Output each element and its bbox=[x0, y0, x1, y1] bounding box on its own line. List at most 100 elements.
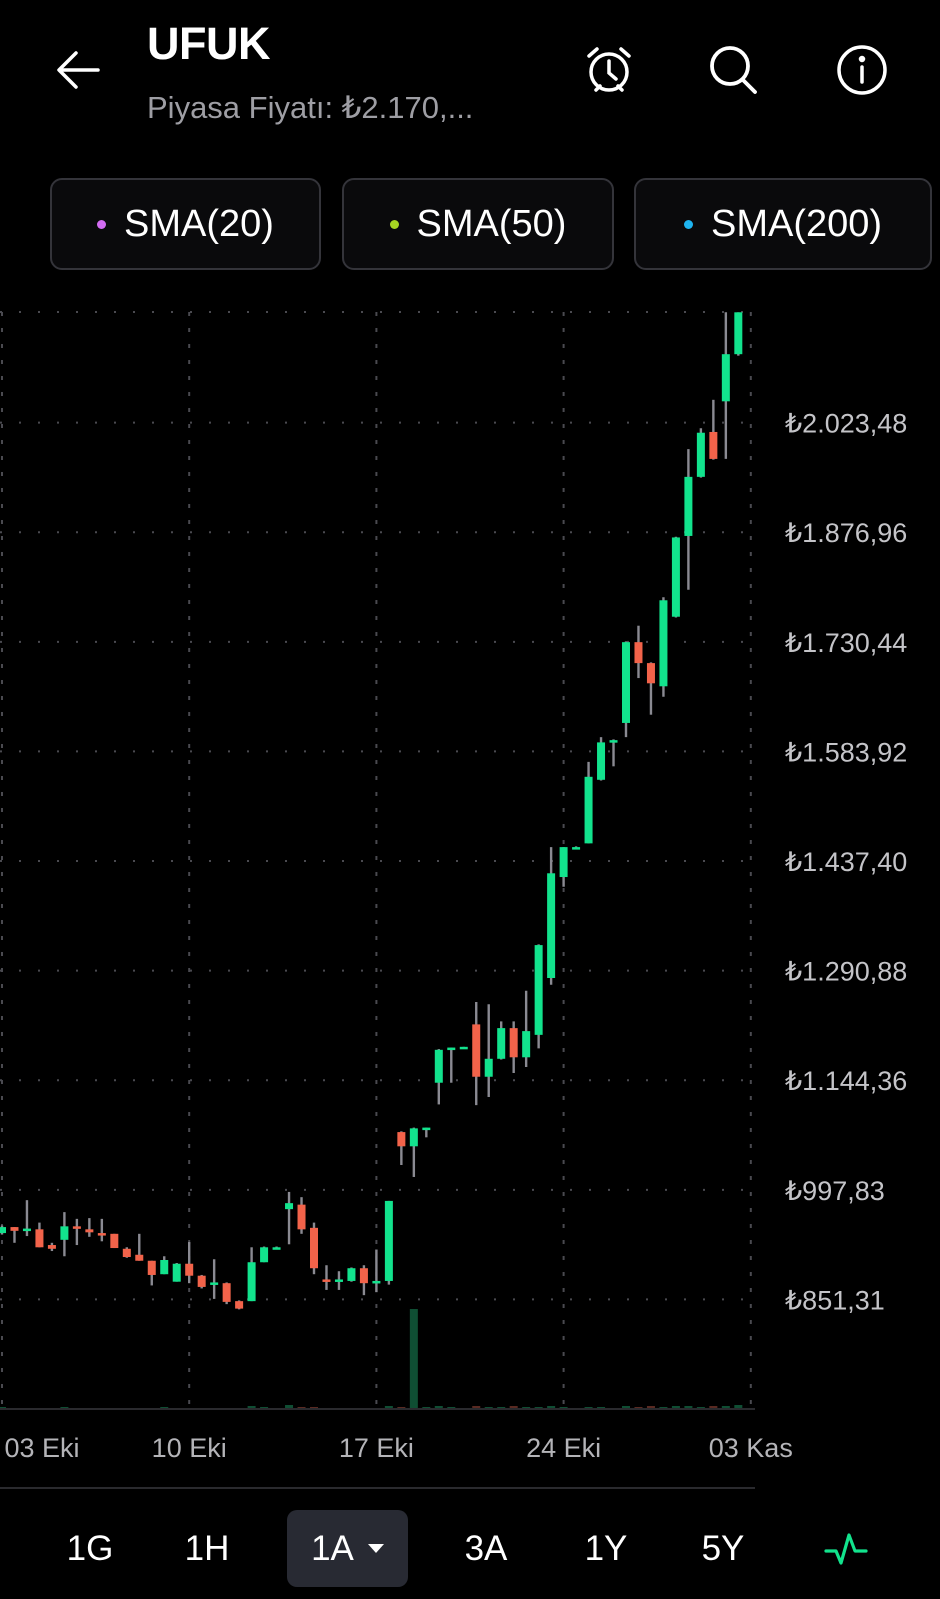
candle-body bbox=[260, 1247, 269, 1263]
candle-body bbox=[547, 873, 556, 979]
candle-up bbox=[447, 1047, 456, 1083]
candle-body bbox=[696, 432, 705, 477]
candle-down bbox=[85, 1218, 94, 1237]
timeframe-3a[interactable]: 3A bbox=[451, 1510, 521, 1587]
candle-body bbox=[534, 945, 543, 1035]
price-tick-label: ₺851,31 bbox=[785, 1285, 885, 1315]
candle-up bbox=[522, 990, 531, 1068]
candle-down bbox=[310, 1222, 318, 1275]
market-price-subtitle: Piyasa Fiyatı: ₺2.170,... bbox=[147, 90, 474, 125]
volume-bar bbox=[684, 1406, 693, 1409]
candle-up bbox=[347, 1267, 356, 1282]
candle-body bbox=[559, 847, 568, 878]
volume-bar bbox=[247, 1406, 256, 1409]
sma-200-button[interactable]: SMA(200) bbox=[634, 178, 932, 270]
candle-body bbox=[721, 354, 730, 402]
candle-down bbox=[197, 1274, 206, 1289]
candle-body bbox=[110, 1233, 119, 1249]
candle-up bbox=[484, 1004, 493, 1097]
date-tick-label: 24 Eki bbox=[526, 1433, 601, 1463]
sma-50-color-dot bbox=[389, 219, 399, 229]
price-axis: ₺2.023,48 ₺1.876,96 ₺1.730,44 ₺1.583,92 ₺1.4… bbox=[785, 409, 907, 1316]
candle-down bbox=[222, 1282, 231, 1305]
candle-body bbox=[484, 1058, 493, 1077]
candle-body bbox=[422, 1127, 431, 1131]
timeframe-1y[interactable]: 1Y bbox=[571, 1510, 641, 1587]
info-button[interactable] bbox=[836, 44, 888, 96]
candle-body bbox=[10, 1227, 19, 1231]
volume-bar bbox=[384, 1406, 393, 1409]
date-tick-label: 03 Kas bbox=[709, 1433, 793, 1463]
date-tick-label: 10 Eki bbox=[152, 1433, 227, 1463]
candle-body bbox=[235, 1301, 244, 1309]
volume-bar bbox=[734, 1405, 743, 1409]
chart-type-toggle[interactable] bbox=[818, 1510, 874, 1587]
candle-down bbox=[122, 1247, 131, 1258]
search-button[interactable] bbox=[707, 44, 759, 96]
candle-up bbox=[609, 739, 618, 767]
candle-body bbox=[334, 1279, 343, 1282]
candle-up bbox=[372, 1249, 381, 1293]
candle-down bbox=[110, 1233, 119, 1249]
volume-bar bbox=[646, 1406, 655, 1409]
candle-body bbox=[459, 1046, 468, 1050]
candle-body bbox=[372, 1280, 381, 1284]
volume-bar bbox=[622, 1406, 630, 1409]
candle-up bbox=[422, 1127, 431, 1138]
timeframe-1h[interactable]: 1H bbox=[172, 1510, 242, 1587]
candle-body bbox=[622, 642, 630, 723]
candle-up bbox=[172, 1262, 181, 1282]
price-tick-label: ₺1.144,36 bbox=[785, 1066, 907, 1096]
candle-up bbox=[160, 1256, 169, 1275]
candle-body bbox=[310, 1227, 318, 1269]
candle-down bbox=[709, 399, 718, 460]
sma-20-button[interactable]: SMA(20) bbox=[50, 178, 321, 270]
timeframe-5y[interactable]: 5Y bbox=[688, 1510, 758, 1587]
candle-body bbox=[72, 1226, 81, 1229]
price-tick-label: ₺1.730,44 bbox=[785, 628, 907, 658]
candle-up bbox=[0, 1225, 6, 1235]
candle-up bbox=[272, 1246, 281, 1250]
timeframe-label: 3A bbox=[464, 1528, 508, 1568]
volume-bar bbox=[472, 1406, 481, 1409]
candle-up bbox=[409, 1127, 418, 1177]
candle-up bbox=[684, 449, 693, 590]
candle-down bbox=[185, 1242, 194, 1284]
price-tick-label: ₺1.437,40 bbox=[785, 847, 907, 877]
candle-body bbox=[60, 1226, 69, 1240]
candle-up bbox=[60, 1212, 69, 1257]
price-tick-label: ₺997,83 bbox=[785, 1176, 885, 1206]
sma-50-button[interactable]: SMA(50) bbox=[342, 178, 614, 270]
candle-up bbox=[459, 1046, 468, 1050]
timeframe-1a-selected[interactable]: 1A bbox=[287, 1510, 408, 1587]
sma-20-label: SMA(20) bbox=[124, 202, 274, 245]
date-tick-label: 17 Eki bbox=[339, 1433, 414, 1463]
candle-up bbox=[22, 1200, 31, 1237]
timeframe-label: 1A bbox=[311, 1528, 354, 1568]
volume-bar bbox=[434, 1406, 443, 1409]
candle-body bbox=[122, 1248, 131, 1258]
candle-down bbox=[509, 1021, 518, 1074]
date-tick-label: 03 Eki bbox=[4, 1433, 79, 1463]
candle-body bbox=[210, 1282, 219, 1285]
candle-down bbox=[297, 1197, 306, 1234]
timeframe-label: 1H bbox=[184, 1528, 230, 1568]
candle-body bbox=[497, 1028, 506, 1059]
candle-up bbox=[671, 536, 680, 618]
candle-down bbox=[97, 1218, 106, 1242]
candle-up bbox=[547, 847, 556, 985]
timeframe-1g[interactable]: 1G bbox=[55, 1510, 125, 1587]
volume-bar bbox=[671, 1406, 680, 1409]
candle-body bbox=[584, 776, 593, 844]
price-alarm-button[interactable] bbox=[583, 44, 635, 96]
back-button[interactable] bbox=[52, 44, 104, 96]
candle-body bbox=[85, 1229, 94, 1233]
volume-bars bbox=[0, 1309, 743, 1409]
divider bbox=[0, 1487, 755, 1489]
volume-bar bbox=[547, 1406, 556, 1409]
candle-body bbox=[384, 1200, 393, 1281]
candle-up bbox=[734, 312, 743, 356]
candle-up bbox=[572, 846, 581, 850]
candle-up bbox=[384, 1200, 393, 1285]
